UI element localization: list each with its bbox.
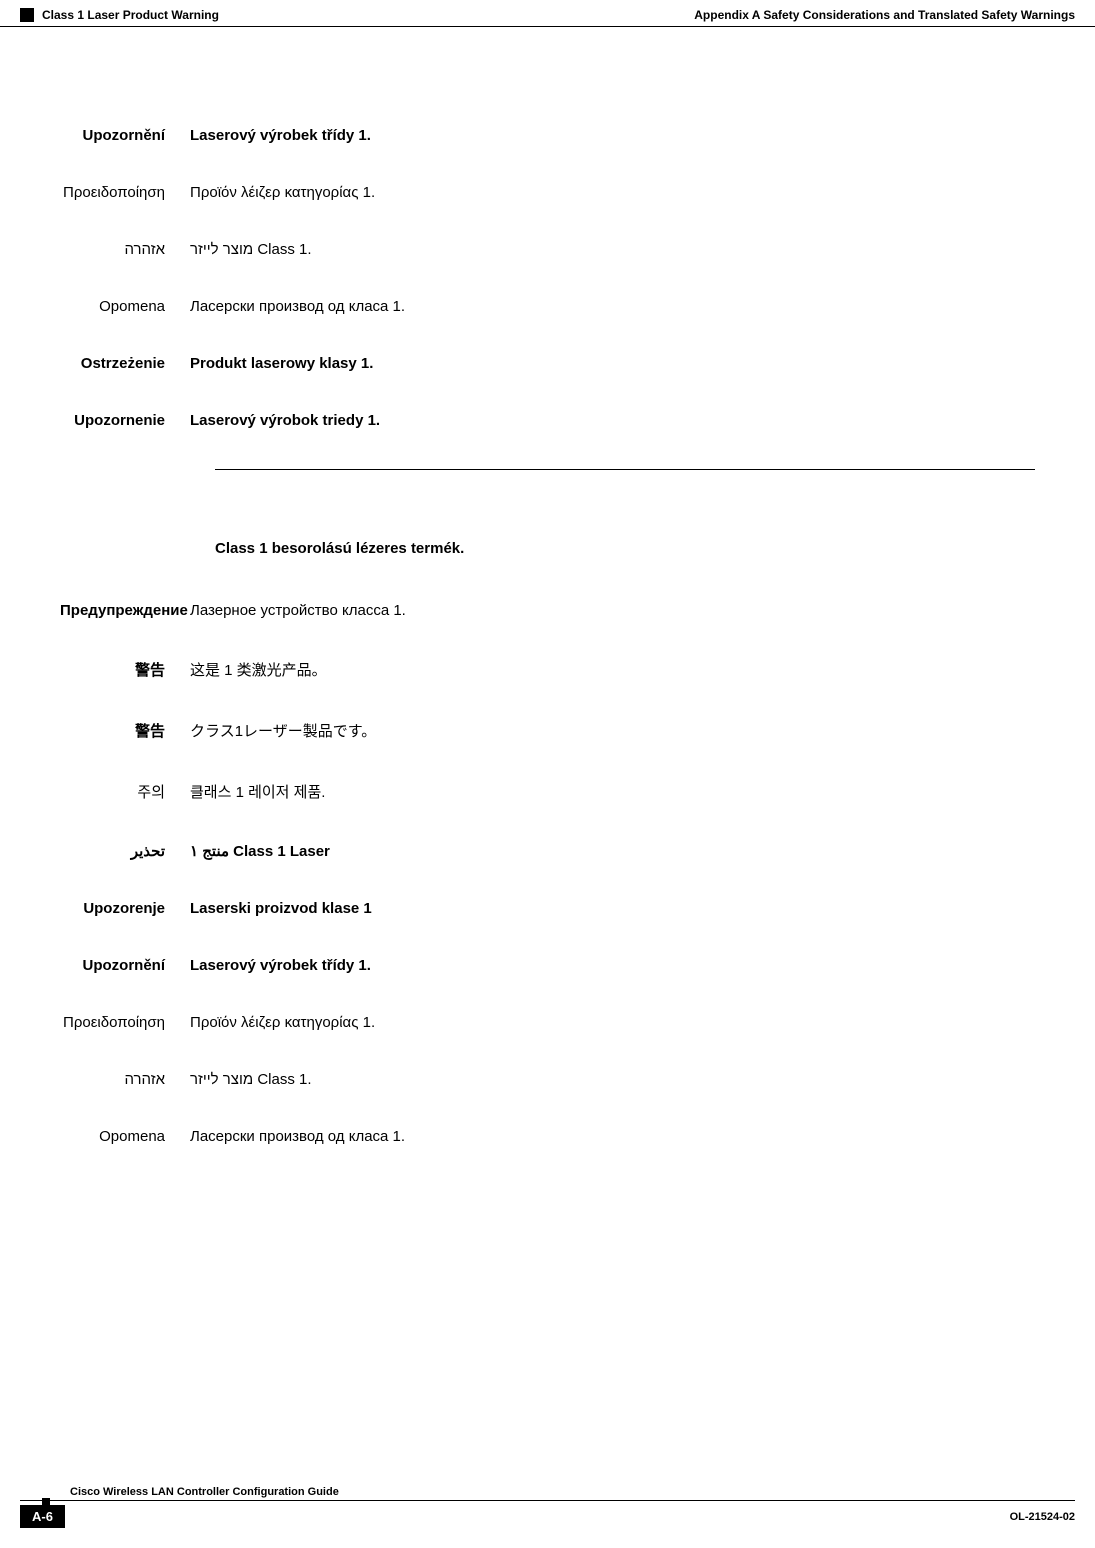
warning-text: Ласерски производ од класа 1. bbox=[190, 298, 1035, 315]
warning-label: אזהרה bbox=[60, 1071, 190, 1088]
warning-row: 警告 クラス1レーザー製品です。 bbox=[60, 720, 1035, 741]
warning-text: Laserski proizvod klase 1 bbox=[190, 900, 1035, 917]
page-number: A-6 bbox=[20, 1505, 65, 1528]
warning-row: 警告 这是 1 类激光产品。 bbox=[60, 659, 1035, 680]
warning-row: Upozornění Laserový výrobek třídy 1. bbox=[60, 957, 1035, 974]
warning-row: تحذير منتج ١ Class 1 Laser bbox=[60, 842, 1035, 860]
warning-label: تحذير bbox=[60, 842, 190, 860]
page-header: Class 1 Laser Product Warning Appendix A… bbox=[0, 0, 1095, 27]
warning-label: Opomena bbox=[60, 1128, 190, 1145]
warning-text: Produkt laserowy klasy 1. bbox=[190, 355, 1035, 372]
warning-label: Opomena bbox=[60, 298, 190, 315]
warning-text: מוצר לייזר Class 1. bbox=[190, 241, 1035, 258]
warning-text: منتج ١ Class 1 Laser bbox=[190, 842, 1035, 860]
warning-row: Upozornenie Laserový výrobok triedy 1. bbox=[60, 412, 1035, 429]
warning-row: אזהרה מוצר לייזר Class 1. bbox=[60, 1071, 1035, 1088]
warning-row: אזהרה מוצר לייזר Class 1. bbox=[60, 241, 1035, 258]
warning-label: Upozornenie bbox=[60, 412, 190, 429]
warning-label: Προειδοποίηση bbox=[60, 184, 190, 201]
warning-row: Upozorenje Laserski proizvod klase 1 bbox=[60, 900, 1035, 917]
warning-label: 警告 bbox=[60, 659, 190, 680]
warning-text: Προϊόν λέιζερ κατηγορίας 1. bbox=[190, 1014, 1035, 1031]
header-appendix-title: Appendix A Safety Considerations and Tra… bbox=[694, 8, 1075, 22]
header-section-title: Class 1 Laser Product Warning bbox=[42, 8, 219, 22]
warning-label: Ostrzeżenie bbox=[60, 355, 190, 372]
header-left: Class 1 Laser Product Warning bbox=[20, 8, 219, 22]
warning-label: Upozornění bbox=[60, 127, 190, 144]
page-footer: Cisco Wireless LAN Controller Configurat… bbox=[0, 1486, 1095, 1528]
warning-row: Προειδοποίηση Προϊόν λέιζερ κατηγορίας 1… bbox=[60, 184, 1035, 201]
warning-text: Laserový výrobek třídy 1. bbox=[190, 127, 1035, 144]
header-marker-icon bbox=[20, 8, 34, 22]
warning-text: Лазерное устройство класса 1. bbox=[190, 602, 1035, 619]
footer-left: A-6 bbox=[20, 1505, 65, 1528]
warning-label: 주의 bbox=[60, 781, 190, 802]
warning-label: Προειδοποίηση bbox=[60, 1014, 190, 1031]
warning-row: Προειδοποίηση Προϊόν λέιζερ κατηγορίας 1… bbox=[60, 1014, 1035, 1031]
warning-text: 클래스 1 레이저 제품. bbox=[190, 781, 1035, 802]
warning-text: מוצר לייזר Class 1. bbox=[190, 1071, 1035, 1088]
footer-marker-icon bbox=[42, 1498, 50, 1506]
warning-label: 警告 bbox=[60, 720, 190, 741]
section2-title: Class 1 besorolású lézeres termék. bbox=[215, 540, 1035, 557]
warning-row: Opomena Ласерски производ од класа 1. bbox=[60, 1128, 1035, 1145]
content-area: Upozornění Laserový výrobek třídy 1. Προ… bbox=[0, 27, 1095, 1145]
section-separator bbox=[215, 469, 1035, 470]
warning-label: אזהרה bbox=[60, 241, 190, 258]
warning-text: Ласерски производ од класа 1. bbox=[190, 1128, 1035, 1145]
warning-label: Upozorenje bbox=[60, 900, 190, 917]
warning-label: Предупреждение bbox=[60, 602, 190, 619]
footer-row: A-6 OL-21524-02 bbox=[20, 1505, 1075, 1528]
warning-row: Opomena Ласерски производ од класа 1. bbox=[60, 298, 1035, 315]
warning-text: クラス1レーザー製品です。 bbox=[190, 720, 1035, 741]
footer-guide-title: Cisco Wireless LAN Controller Configurat… bbox=[70, 1486, 1075, 1498]
warning-row: Upozornění Laserový výrobek třídy 1. bbox=[60, 127, 1035, 144]
warning-text: Προϊόν λέιζερ κατηγορίας 1. bbox=[190, 184, 1035, 201]
warning-label: Upozornění bbox=[60, 957, 190, 974]
footer-doc-number: OL-21524-02 bbox=[1010, 1511, 1075, 1523]
warning-row: Предупреждение Лазерное устройство класс… bbox=[60, 602, 1035, 619]
warning-text: 这是 1 类激光产品。 bbox=[190, 659, 1035, 680]
warning-row: Ostrzeżenie Produkt laserowy klasy 1. bbox=[60, 355, 1035, 372]
footer-separator bbox=[20, 1500, 1075, 1501]
warning-row: 주의 클래스 1 레이저 제품. bbox=[60, 781, 1035, 802]
warning-text: Laserový výrobok triedy 1. bbox=[190, 412, 1035, 429]
warning-text: Laserový výrobek třídy 1. bbox=[190, 957, 1035, 974]
